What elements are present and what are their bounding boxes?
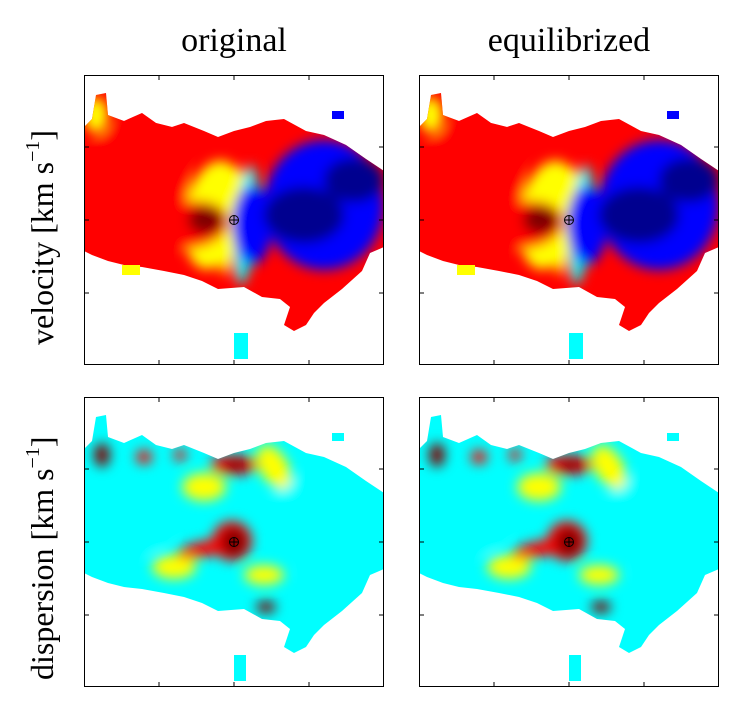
row-label-velocity: velocity [km s−1] xyxy=(22,130,61,345)
velocity-blob xyxy=(264,187,344,243)
velocity-blob xyxy=(324,158,384,202)
dispersion-blob xyxy=(509,449,521,461)
column-title-original: original xyxy=(181,22,287,59)
velocity-heatmap-svg xyxy=(419,75,719,365)
dispersion-blob xyxy=(591,445,627,489)
row-label-dispersion-exponent: −1 xyxy=(22,447,44,469)
velocity-blob xyxy=(523,206,559,234)
row-label-dispersion: dispersion [km s−1] xyxy=(22,437,61,680)
dispersion-map-original xyxy=(84,397,384,687)
center-marker-icon xyxy=(229,537,239,547)
dispersion-blob xyxy=(429,443,445,467)
dispersion-blob xyxy=(639,547,699,587)
dispersion-island xyxy=(569,655,581,681)
row-label-velocity-bracket: ] xyxy=(24,129,60,141)
row-label-velocity-exponent: −1 xyxy=(22,140,44,162)
dispersion-island xyxy=(234,655,246,681)
velocity-blob xyxy=(104,118,184,162)
velocity-blob xyxy=(555,166,579,276)
dispersion-blob xyxy=(471,450,487,464)
velocity-island xyxy=(569,333,583,359)
dispersion-blob xyxy=(244,565,284,585)
velocity-blob xyxy=(84,97,108,133)
velocity-map-original xyxy=(84,75,384,365)
velocity-blob xyxy=(659,158,719,202)
velocity-island xyxy=(332,111,344,119)
velocity-blob xyxy=(188,206,224,234)
velocity-blob xyxy=(232,185,272,265)
row-label-velocity-text: velocity [km s xyxy=(24,161,60,345)
dispersion-blob xyxy=(557,459,585,471)
center-marker-icon xyxy=(564,537,574,547)
dispersion-blob xyxy=(222,459,250,471)
dispersion-map-equilibrized xyxy=(419,397,719,687)
dispersion-blob xyxy=(256,601,276,613)
dispersion-blob xyxy=(98,501,170,553)
dispersion-blob xyxy=(304,547,364,587)
dispersion-blob xyxy=(152,555,196,579)
dispersion-blob xyxy=(182,473,226,501)
dispersion-blob xyxy=(579,565,619,585)
velocity-island xyxy=(234,333,248,359)
center-marker-icon xyxy=(564,215,574,225)
velocity-island xyxy=(122,265,140,275)
velocity-heatmap-svg xyxy=(84,75,384,365)
velocity-map-equilibrized xyxy=(419,75,719,365)
dispersion-blob xyxy=(609,477,669,517)
dispersion-blob xyxy=(517,473,561,501)
velocity-blob xyxy=(439,118,519,162)
dispersion-blob xyxy=(274,477,334,517)
velocity-blob xyxy=(220,166,244,276)
dispersion-blob xyxy=(136,450,152,464)
dispersion-blob xyxy=(591,601,611,613)
velocity-blob xyxy=(599,187,679,243)
column-title-equilibrized: equilibrized xyxy=(487,22,651,59)
velocity-island xyxy=(457,265,475,275)
dispersion-blob xyxy=(433,501,505,553)
row-label-dispersion-text: dispersion [km s xyxy=(24,468,60,680)
velocity-island xyxy=(667,111,679,119)
velocity-blob xyxy=(419,97,443,133)
dispersion-heatmap-svg xyxy=(419,397,719,687)
velocity-blob xyxy=(567,185,607,265)
dispersion-blob xyxy=(487,555,531,579)
row-label-dispersion-bracket: ] xyxy=(24,436,60,448)
dispersion-blob xyxy=(174,449,186,461)
dispersion-heatmap-svg xyxy=(84,397,384,687)
center-marker-icon xyxy=(229,215,239,225)
dispersion-island xyxy=(667,433,679,441)
dispersion-blob xyxy=(256,445,292,489)
dispersion-blob xyxy=(94,443,110,467)
dispersion-island xyxy=(332,433,344,441)
